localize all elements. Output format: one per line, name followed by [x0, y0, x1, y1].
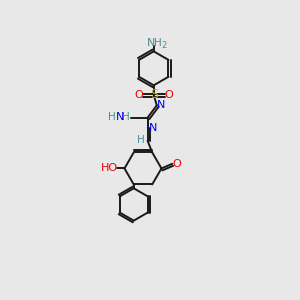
Text: N: N	[116, 112, 124, 122]
Text: H: H	[154, 38, 161, 48]
Text: HO: HO	[100, 163, 118, 173]
Text: O: O	[135, 89, 143, 100]
Text: H: H	[108, 112, 116, 122]
Text: S: S	[150, 88, 158, 101]
Text: N: N	[157, 100, 166, 110]
Text: O: O	[172, 159, 181, 169]
Text: H: H	[122, 112, 130, 122]
Text: 2: 2	[161, 41, 167, 50]
Text: H: H	[137, 135, 145, 145]
Text: N: N	[146, 38, 155, 48]
Text: N: N	[149, 123, 157, 134]
Text: O: O	[164, 89, 173, 100]
